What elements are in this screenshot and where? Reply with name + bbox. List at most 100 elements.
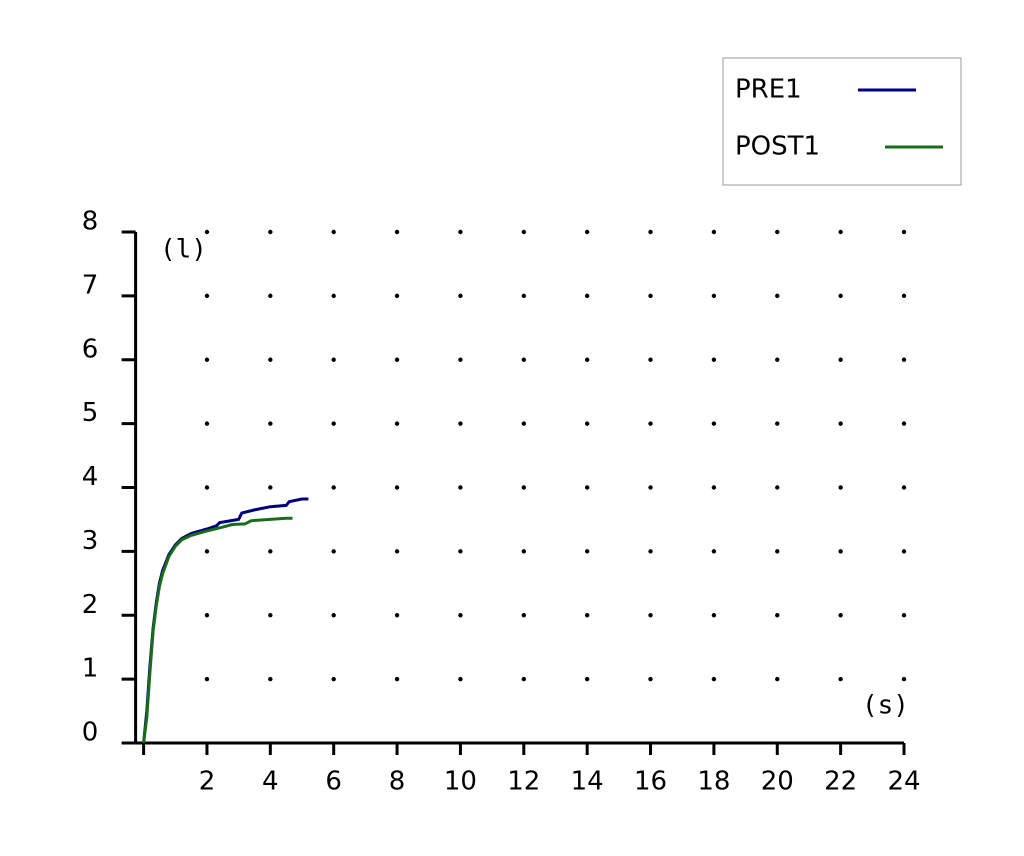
grid-dot bbox=[394, 229, 400, 235]
grid-dot bbox=[331, 676, 336, 682]
x-tick-label: 20 bbox=[761, 767, 794, 797]
y-tick-label: 1 bbox=[82, 654, 99, 684]
grid-dot bbox=[204, 357, 210, 362]
grid-dot bbox=[521, 549, 526, 554]
grid-dot bbox=[521, 421, 526, 426]
grid-dot bbox=[394, 549, 400, 554]
grid-dot bbox=[648, 293, 653, 299]
grid-dot bbox=[204, 229, 210, 235]
grid-dot bbox=[204, 485, 210, 490]
grid-dot bbox=[775, 485, 780, 490]
grid-dot bbox=[521, 293, 526, 299]
grid-dot bbox=[268, 421, 273, 426]
series-line bbox=[142, 497, 309, 744]
grid-dot bbox=[394, 485, 400, 490]
grid-dot bbox=[775, 421, 780, 426]
series-line bbox=[142, 516, 293, 744]
grid-dot bbox=[711, 485, 717, 490]
x-tick-label: 18 bbox=[697, 767, 730, 797]
grid-dot bbox=[268, 613, 273, 618]
grid-dot bbox=[901, 229, 907, 235]
x-tick-label: 16 bbox=[634, 767, 667, 797]
grid-dot bbox=[584, 485, 590, 490]
grid-dot bbox=[268, 293, 273, 299]
grid-dot bbox=[204, 613, 210, 618]
grid-dot bbox=[775, 613, 780, 618]
grid-dot bbox=[331, 293, 336, 299]
grid-dot bbox=[775, 293, 780, 299]
grid-dot bbox=[268, 229, 273, 235]
grid-dot bbox=[204, 293, 210, 299]
grid-dot bbox=[458, 485, 463, 490]
grid-dot bbox=[648, 229, 653, 235]
grid-dot bbox=[521, 485, 526, 490]
grid-dot bbox=[648, 421, 653, 426]
x-tick-label: 2 bbox=[199, 767, 216, 797]
x-tick-label: 10 bbox=[444, 767, 477, 797]
grid-dot bbox=[331, 549, 336, 554]
grid-dot bbox=[711, 357, 717, 362]
grid-dot bbox=[838, 549, 843, 554]
grid-dot bbox=[838, 293, 843, 299]
grid-dot bbox=[648, 357, 653, 362]
grid-dot bbox=[838, 357, 843, 362]
x-tick-label: 14 bbox=[571, 767, 604, 797]
grid-dot bbox=[648, 485, 653, 490]
grid-dot bbox=[521, 357, 526, 362]
grid-dot bbox=[775, 676, 780, 682]
grid-dot bbox=[458, 293, 463, 299]
grid-dot bbox=[584, 293, 590, 299]
grid-dot bbox=[268, 549, 273, 554]
x-tick-label: 22 bbox=[824, 767, 857, 797]
legend-box bbox=[722, 57, 962, 186]
grid-dot bbox=[268, 485, 273, 490]
grid-dot bbox=[458, 421, 463, 426]
x-tick-label: 8 bbox=[389, 767, 406, 797]
grid-dot bbox=[584, 676, 590, 682]
grid-dot bbox=[204, 421, 210, 426]
grid-dot bbox=[775, 549, 780, 554]
grid-dot bbox=[458, 229, 463, 235]
grid-dot bbox=[204, 676, 210, 682]
x-tick-label: 12 bbox=[507, 767, 540, 797]
grid-dot bbox=[711, 293, 717, 299]
legend-label: PRE1 bbox=[735, 75, 802, 105]
grid-dot bbox=[268, 357, 273, 362]
y-tick-label: 7 bbox=[82, 270, 99, 300]
y-tick-label: 0 bbox=[82, 718, 99, 748]
x-tick-label: 24 bbox=[887, 767, 920, 797]
grid-dot bbox=[901, 613, 907, 618]
grid-dot bbox=[331, 357, 336, 362]
grid-dot bbox=[584, 549, 590, 554]
grid-dot bbox=[711, 613, 717, 618]
grid-dot bbox=[584, 421, 590, 426]
grid-dot bbox=[711, 676, 717, 682]
grid-dot bbox=[458, 613, 463, 618]
x-tick-label: 6 bbox=[325, 767, 342, 797]
grid-dot bbox=[901, 357, 907, 362]
grid-dot bbox=[331, 421, 336, 426]
grid-dot bbox=[901, 421, 907, 426]
grid-dot bbox=[331, 613, 336, 618]
grid-dot bbox=[458, 357, 463, 362]
grid-dot bbox=[711, 229, 717, 235]
grid-dot bbox=[204, 549, 210, 554]
grid-dot bbox=[394, 293, 400, 299]
grid-dot bbox=[838, 676, 843, 682]
grid-dot bbox=[648, 549, 653, 554]
grid-dot bbox=[648, 676, 653, 682]
grid-dot bbox=[711, 549, 717, 554]
grid-dot bbox=[331, 229, 336, 235]
grid-dot bbox=[838, 485, 843, 490]
grid-dot bbox=[901, 293, 907, 299]
x-tick-label: 4 bbox=[262, 767, 279, 797]
grid-dot bbox=[584, 357, 590, 362]
grid-dot bbox=[394, 421, 400, 426]
grid-dot bbox=[838, 421, 843, 426]
grid-dot bbox=[584, 613, 590, 618]
grid-dot bbox=[521, 613, 526, 618]
y-tick-label: 5 bbox=[82, 398, 99, 428]
grid-dot bbox=[268, 676, 273, 682]
grid-dot bbox=[901, 485, 907, 490]
